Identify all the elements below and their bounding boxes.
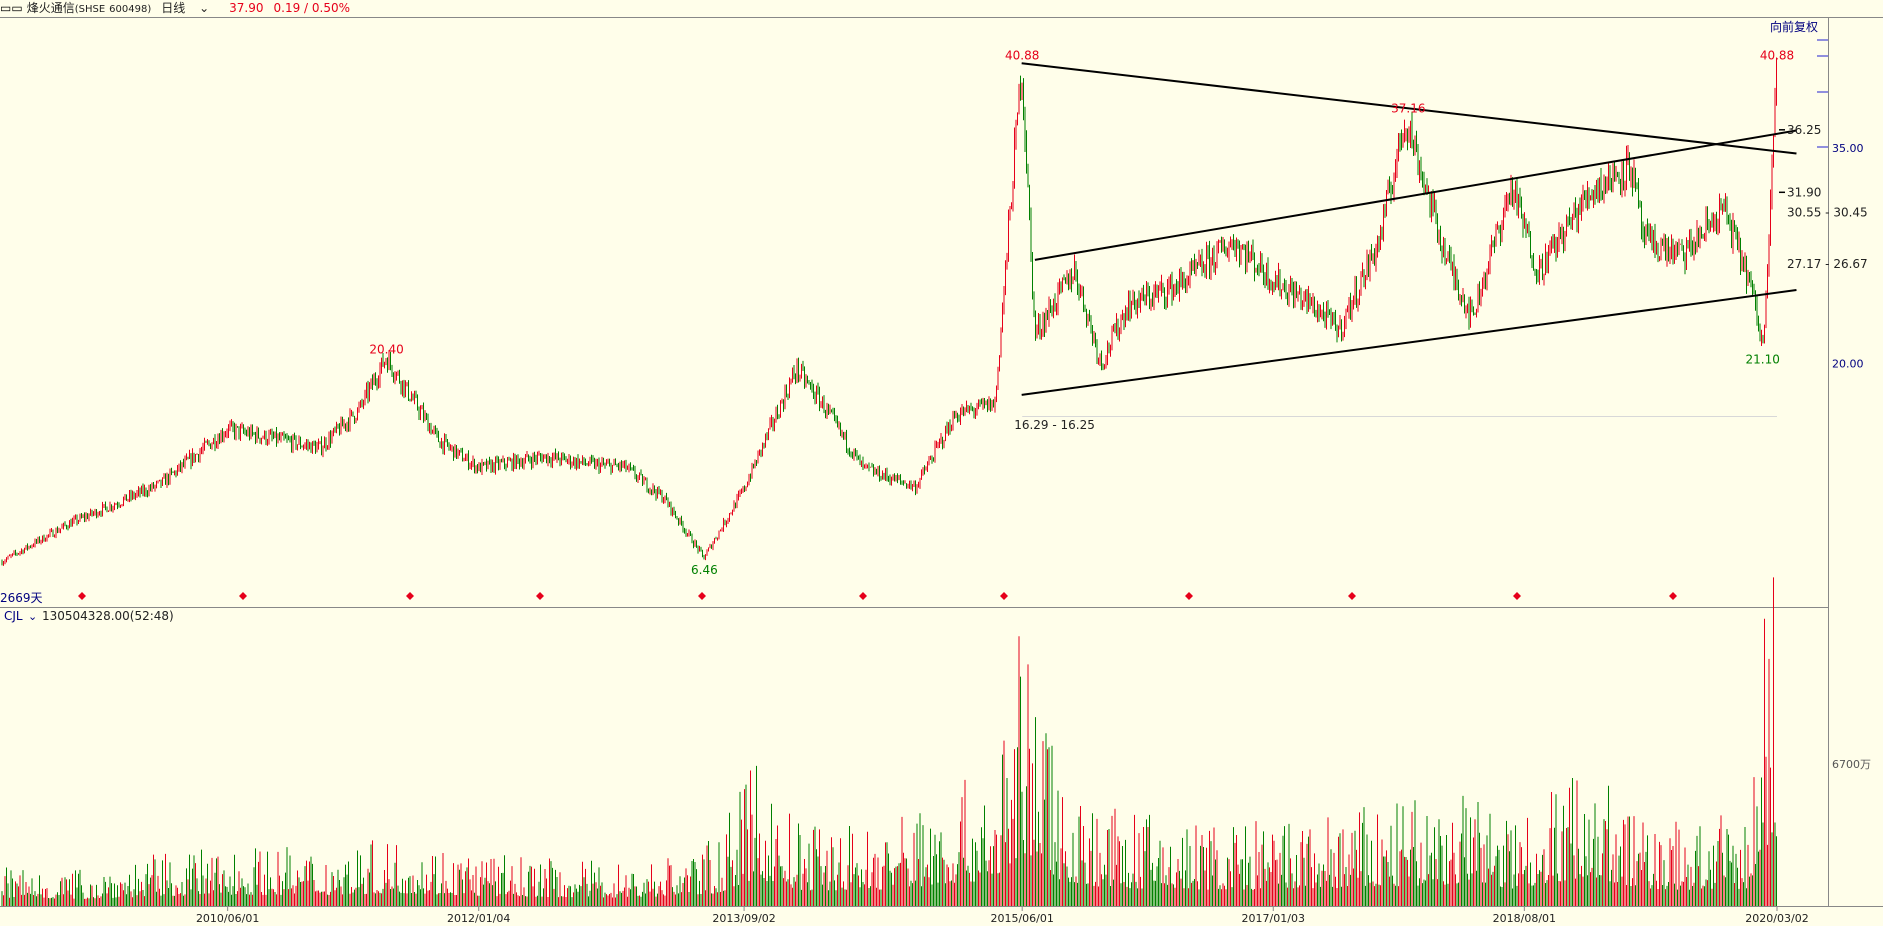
days-count-label: 2669天 <box>0 591 43 605</box>
x-tick-label: 2015/06/01 <box>990 912 1053 925</box>
trendline <box>1021 289 1797 396</box>
period-selector[interactable]: 日线 ⌄ <box>161 1 219 15</box>
period-label: 日线 <box>161 1 186 15</box>
stock-code: 600498 <box>109 4 148 15</box>
adjust-mode-button[interactable]: 向前复权 <box>1770 19 1818 34</box>
price-change: 0.19 / 0.50% <box>273 1 351 15</box>
chevron-down-icon: ⌄ <box>28 610 37 623</box>
x-tick-label: 2012/01/04 <box>447 912 510 925</box>
event-diamond <box>698 592 706 600</box>
event-diamond <box>1000 592 1008 600</box>
minimize-restore-icon[interactable]: ▭▭ <box>0 1 23 15</box>
price-annotation: 20.40 <box>369 343 403 357</box>
y-tick-label: 20.00 <box>1832 357 1864 370</box>
price-annotation: 40.88 <box>1005 48 1039 62</box>
price-annotation: 21.10 <box>1746 352 1780 366</box>
price-annotation: 31.90 <box>1787 185 1821 199</box>
exchange: SHSE <box>78 4 106 15</box>
price-annotation: 40.88 <box>1760 48 1794 62</box>
x-tick-label: 2018/08/01 <box>1493 912 1556 925</box>
event-diamond <box>239 592 247 600</box>
event-diamond <box>406 592 414 600</box>
trendline <box>1021 62 1797 155</box>
event-diamond <box>859 592 867 600</box>
x-tick-label: 2017/01/03 <box>1242 912 1305 925</box>
volume-y-tick: 6700万 <box>1832 758 1871 771</box>
x-tick-label: 2013/09/02 <box>712 912 775 925</box>
chart-header: ▭▭ 烽火通信(SHSE 600498) 日线 ⌄ 37.90 0.19 / 0.50% <box>0 1 351 15</box>
price-annotation: 36.25 <box>1787 123 1821 137</box>
price-annotation: 27.17 - 26.67 <box>1787 257 1868 271</box>
event-diamond <box>1513 592 1521 600</box>
event-diamond <box>1185 592 1193 600</box>
price-annotation: 6.46 <box>691 563 718 577</box>
event-diamond <box>1669 592 1677 600</box>
y-tick-label: 35.00 <box>1832 142 1864 155</box>
last-price: 37.90 <box>229 1 264 15</box>
indicator-selector[interactable]: CJL <box>4 609 23 623</box>
stock-name: 烽火通信 <box>26 1 75 15</box>
price-annotation: 37.16 <box>1391 102 1425 116</box>
indicator-value: 130504328.00(52:48) <box>42 609 174 623</box>
price-annotation: 30.55 - 30.45 <box>1787 205 1868 219</box>
chevron-down-icon: ⌄ <box>195 1 210 15</box>
event-diamond <box>78 592 86 600</box>
event-diamond <box>536 592 544 600</box>
x-tick-label: 2020/03/02 <box>1745 912 1808 925</box>
price-annotation: 16.29 - 16.25 <box>1014 418 1095 432</box>
event-diamond <box>1348 592 1356 600</box>
trendline <box>1034 129 1797 261</box>
x-tick-label: 2010/06/01 <box>196 912 259 925</box>
